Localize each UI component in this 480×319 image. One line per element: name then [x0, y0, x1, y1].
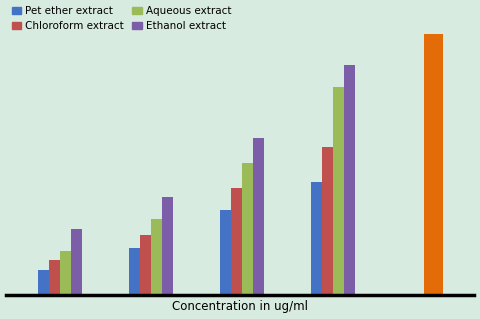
Bar [130, 248, 140, 295]
Bar [38, 270, 49, 295]
Bar [333, 87, 344, 295]
X-axis label: Concentration in ug/ml: Concentration in ug/ml [172, 300, 308, 314]
Bar [162, 197, 173, 295]
Bar [424, 34, 444, 295]
Bar [242, 163, 253, 295]
Legend: Pet ether extract, Chloroform extract, Aqueous extract, Ethanol extract: Pet ether extract, Chloroform extract, A… [11, 5, 232, 32]
Bar [231, 188, 242, 295]
Bar [323, 147, 333, 295]
Bar [253, 137, 264, 295]
Bar [220, 210, 231, 295]
Bar [344, 65, 355, 295]
Bar [49, 260, 60, 295]
Bar [312, 182, 323, 295]
Bar [151, 219, 162, 295]
Bar [71, 229, 82, 295]
Bar [60, 251, 71, 295]
Bar [140, 235, 151, 295]
